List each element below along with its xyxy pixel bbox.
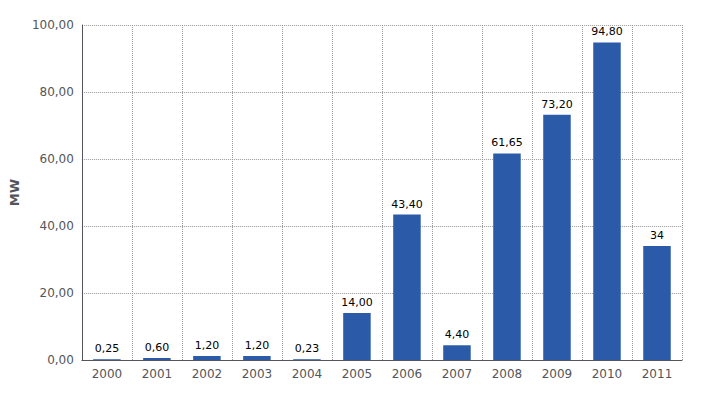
svg-text:0,23: 0,23 bbox=[295, 342, 320, 355]
svg-text:2004: 2004 bbox=[292, 367, 323, 381]
svg-text:2000: 2000 bbox=[92, 367, 123, 381]
svg-text:2008: 2008 bbox=[492, 367, 523, 381]
svg-text:2006: 2006 bbox=[392, 367, 423, 381]
svg-text:2001: 2001 bbox=[142, 367, 173, 381]
svg-text:60,00: 60,00 bbox=[40, 152, 74, 166]
svg-text:1,20: 1,20 bbox=[195, 339, 220, 352]
svg-text:2010: 2010 bbox=[592, 367, 623, 381]
svg-text:100,00: 100,00 bbox=[32, 18, 74, 32]
svg-text:4,40: 4,40 bbox=[445, 328, 470, 341]
svg-text:73,20: 73,20 bbox=[541, 98, 573, 111]
svg-text:2011: 2011 bbox=[642, 367, 673, 381]
svg-text:1,20: 1,20 bbox=[245, 339, 270, 352]
svg-text:14,00: 14,00 bbox=[341, 296, 373, 309]
svg-text:2002: 2002 bbox=[192, 367, 223, 381]
svg-text:40,00: 40,00 bbox=[40, 219, 74, 233]
svg-text:2009: 2009 bbox=[542, 367, 573, 381]
svg-text:61,65: 61,65 bbox=[491, 136, 523, 149]
svg-text:2003: 2003 bbox=[242, 367, 273, 381]
svg-text:0,25: 0,25 bbox=[95, 342, 120, 355]
svg-text:80,00: 80,00 bbox=[40, 85, 74, 99]
svg-text:2005: 2005 bbox=[342, 367, 373, 381]
svg-text:MW: MW bbox=[7, 179, 22, 206]
svg-text:43,40: 43,40 bbox=[391, 198, 423, 211]
svg-text:0,00: 0,00 bbox=[47, 353, 74, 367]
svg-text:20,00: 20,00 bbox=[40, 286, 74, 300]
svg-text:2007: 2007 bbox=[442, 367, 473, 381]
svg-text:34: 34 bbox=[650, 229, 664, 242]
svg-text:94,80: 94,80 bbox=[591, 25, 623, 38]
svg-text:0,60: 0,60 bbox=[145, 341, 170, 354]
